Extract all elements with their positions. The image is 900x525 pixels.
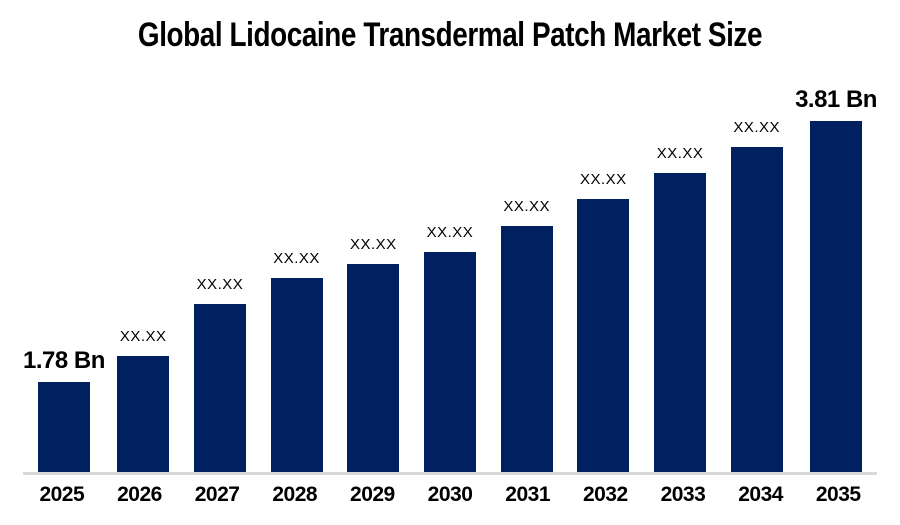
x-tick-label-2035: 2035 [815, 483, 861, 506]
bar-2030 [423, 252, 476, 473]
bar-slot-2034: XX.XX [718, 119, 795, 473]
x-tick-label-2032: 2032 [582, 483, 628, 506]
bar-2027 [193, 304, 246, 473]
bar-2034 [730, 147, 783, 473]
bar-slot-2025: 1.78 Bn [23, 347, 105, 473]
bar-2028 [270, 278, 323, 473]
x-tick-label-2028: 2028 [272, 483, 318, 506]
bar-value-label-2034: XX.XX [733, 119, 781, 136]
bar-value-label-2031: XX.XX [503, 198, 550, 215]
bar-slot-2031: XX.XX [488, 198, 565, 473]
x-tick-label-2030: 2030 [427, 483, 473, 506]
bar-slot-2030: XX.XX [412, 224, 489, 473]
bar-slot-2033: XX.XX [642, 145, 719, 473]
bar-value-label-2026: XX.XX [119, 328, 167, 345]
chart-title: Global Lidocaine Transdermal Patch Marke… [137, 16, 763, 54]
bar-2025 [37, 382, 90, 473]
x-tick-label-2034: 2034 [738, 483, 783, 506]
bar-slot-2032: XX.XX [565, 171, 642, 473]
bar-value-label-2029: XX.XX [349, 236, 397, 253]
bar-2035 [810, 121, 862, 473]
bar-value-label-2032: XX.XX [580, 171, 627, 188]
bar-2029 [347, 264, 400, 473]
x-tick-label-2026: 2026 [117, 483, 162, 506]
bar-2033 [654, 173, 707, 473]
bar-value-label-2028: XX.XX [273, 250, 320, 267]
bar-slot-2027: XX.XX [182, 276, 259, 473]
x-tick-label-2033: 2033 [660, 483, 706, 506]
bars-area: 1.78 Bn XX.XX XX.XX XX.XX XX.XX XX.XX XX… [23, 86, 877, 473]
x-tick-label-2031: 2031 [505, 483, 551, 506]
bar-value-label-2027: XX.XX [196, 276, 244, 293]
bar-value-label-2025: 1.78 Bn [23, 347, 105, 374]
x-tick-label-2027: 2027 [194, 483, 240, 506]
x-tick-label-2025: 2025 [39, 483, 85, 506]
bar-2026 [117, 356, 170, 473]
x-axis-line [23, 472, 877, 475]
bar-slot-2028: XX.XX [258, 250, 335, 473]
bar-value-label-2030: XX.XX [426, 224, 474, 241]
x-tick-label-2029: 2029 [350, 483, 395, 506]
bar-slot-2026: XX.XX [105, 328, 182, 473]
bar-2032 [577, 199, 630, 473]
bar-2031 [500, 226, 553, 473]
bar-value-label-2035: 3.81 Bn [795, 86, 877, 113]
x-axis-tick-labels: 2025 2026 2027 2028 2029 2030 2031 2032 … [23, 483, 877, 507]
bar-slot-2035: 3.81 Bn [795, 86, 877, 473]
bar-slot-2029: XX.XX [335, 236, 412, 473]
bar-value-label-2033: XX.XX [656, 145, 704, 162]
